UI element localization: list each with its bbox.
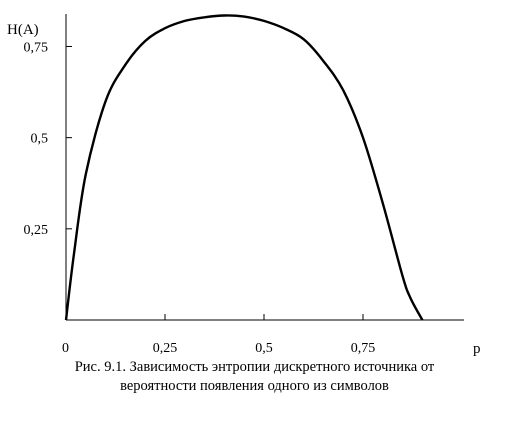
- y-tick-label: 0,5: [31, 132, 49, 147]
- labels: H(A) p: [7, 22, 481, 357]
- axes: [65, 14, 464, 321]
- y-tick-label: 0,75: [24, 40, 49, 55]
- series: [64, 14, 424, 321]
- caption-line-1: Рис. 9.1. Зависимость энтропии дискретно…: [74, 359, 435, 375]
- y-axis-label: H(A): [7, 22, 39, 38]
- x-tick-label: 0: [62, 341, 69, 356]
- x-tick-label: 0,75: [351, 341, 376, 356]
- y-tick-label: 0,25: [24, 223, 49, 238]
- ticks: 0,25 0,5 0,75 0 0,25 0,5 0,75: [24, 40, 376, 356]
- figure-caption: Рис. 9.1. Зависимость энтропии дискретно…: [0, 358, 509, 396]
- caption-line-2: вероятности появления одного из символов: [120, 378, 389, 394]
- x-tick-label: 0,25: [153, 341, 178, 356]
- entropy-curve: [64, 14, 424, 321]
- x-axis-label: p: [473, 341, 481, 357]
- x-tick-label: 0,5: [255, 341, 273, 356]
